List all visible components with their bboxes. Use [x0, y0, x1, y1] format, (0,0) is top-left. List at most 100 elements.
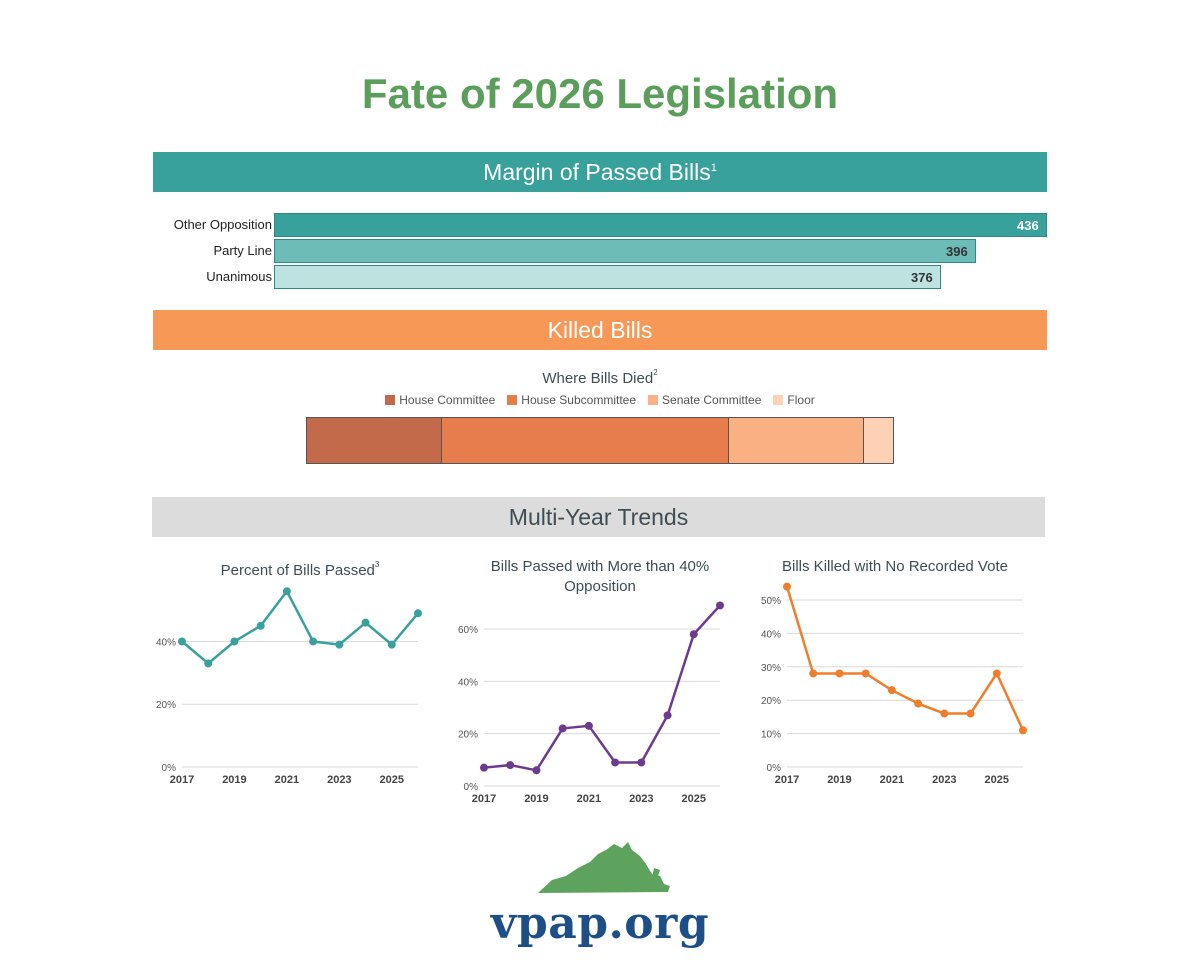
x-tick-label: 2017 [472, 793, 496, 805]
data-point [783, 582, 791, 591]
margin-bar [274, 265, 941, 289]
data-point [178, 637, 186, 646]
data-point [663, 711, 672, 720]
margin-bar [274, 213, 1047, 237]
data-point [611, 758, 620, 767]
y-tick-label: 20% [761, 696, 781, 707]
data-point [361, 618, 370, 627]
x-tick-label: 2023 [932, 774, 956, 786]
stacked-segment [728, 418, 864, 463]
x-tick-label: 2021 [275, 774, 299, 786]
y-tick-label: 40% [156, 637, 176, 648]
x-tick-label: 2025 [985, 774, 1009, 786]
data-point [887, 686, 896, 695]
pct-passed-chart: 0% 20% 40% 2017 2019 2021 2023 2025 [156, 587, 422, 786]
margin-bar [274, 239, 976, 263]
data-point [637, 758, 646, 767]
stacked-segment [863, 418, 893, 463]
data-point [992, 669, 1001, 678]
data-point [861, 669, 870, 678]
x-tick-label: 2023 [629, 793, 653, 805]
margin-bar-value: 436 [1017, 218, 1039, 233]
y-tick-label: 50% [761, 596, 781, 607]
where-died-title: Where Bills Died2 [0, 368, 1200, 387]
data-point [282, 587, 291, 596]
virginia-state-shape-icon [538, 842, 670, 893]
series-line [181, 590, 419, 665]
y-tick-label: 20% [156, 700, 176, 711]
x-tick-label: 2021 [880, 774, 904, 786]
y-tick-label: 0% [767, 763, 782, 774]
data-point [558, 724, 567, 733]
data-point [387, 640, 396, 649]
legend-swatch [385, 395, 396, 405]
trends-banner: Multi-Year Trends [152, 497, 1045, 537]
x-tick-label: 2019 [827, 774, 851, 786]
legend-label: Floor [787, 393, 815, 407]
x-tick-label: 2019 [524, 793, 548, 805]
x-tick-label: 2017 [170, 774, 194, 786]
no-vote-chart: 0% 10% 20% 30% 40% 50% 2017 2019 2021 2023 2025 [761, 582, 1027, 786]
where-died-legend: House Committee House Subcommittee Senate … [0, 393, 1200, 407]
data-point [480, 763, 488, 772]
margin-bar-label: Other Opposition [173, 217, 272, 232]
data-point [914, 699, 923, 708]
data-point [716, 601, 724, 610]
vpap-logo-text: vpap.org [490, 898, 710, 949]
y-tick-label: 20% [458, 730, 478, 741]
data-point [584, 721, 593, 730]
margin-bar-label: Party Line [213, 243, 272, 258]
where-died-stacked-bar [306, 417, 894, 464]
killed-banner-label: Killed Bills [547, 316, 653, 343]
data-point [506, 761, 515, 770]
x-tick-label: 2025 [380, 774, 404, 786]
pct-passed-title-text: Percent of Bills Passed [220, 562, 375, 579]
x-tick-label: 2017 [775, 774, 799, 786]
legend-item: House Committee [385, 393, 495, 407]
pct-passed-title: Percent of Bills Passed3 [180, 557, 420, 581]
data-point [940, 709, 949, 718]
stacked-segment [307, 418, 442, 463]
legend-label: Senate Committee [662, 393, 762, 407]
data-point [204, 659, 213, 668]
killed-banner: Killed Bills [153, 310, 1047, 350]
legend-item: House Subcommittee [507, 393, 636, 407]
stacked-segment [441, 418, 729, 463]
y-tick-label: 40% [761, 629, 781, 640]
x-tick-label: 2021 [577, 793, 601, 805]
legend-item: Senate Committee [648, 393, 761, 407]
data-point [809, 669, 818, 678]
data-point [835, 669, 844, 678]
legend-swatch [507, 395, 518, 405]
y-tick-label: 10% [761, 730, 781, 741]
data-point [335, 640, 344, 649]
data-point [1019, 726, 1027, 735]
pct-passed-footnote-marker: 3 [374, 560, 380, 569]
legend-label: House Subcommittee [521, 393, 637, 407]
margin-bar-label: Unanimous [206, 269, 272, 284]
trends-banner-label: Multi-Year Trends [508, 503, 689, 530]
data-point [414, 609, 422, 618]
x-tick-label: 2023 [327, 774, 351, 786]
x-tick-label: 2025 [682, 793, 706, 805]
opposition-title: Bills Passed with More than 40% Oppositi… [490, 558, 710, 595]
data-point [532, 766, 541, 775]
data-point [966, 709, 975, 718]
margin-footnote-marker: 1 [710, 162, 717, 174]
data-point [256, 621, 265, 630]
y-tick-label: 40% [458, 677, 478, 688]
margin-banner-label: Margin of Passed Bills [483, 158, 711, 185]
legend-swatch [773, 395, 784, 405]
no-vote-title: Bills Killed with No Recorded Vote [782, 558, 1008, 575]
y-tick-label: 60% [458, 625, 478, 636]
data-point [230, 637, 239, 646]
y-tick-label: 0% [464, 782, 479, 793]
page-title: Fate of 2026 Legislation [361, 70, 839, 117]
data-point [309, 637, 318, 646]
legend-label: House Committee [399, 393, 496, 407]
where-died-footnote-marker: 2 [653, 368, 658, 377]
margin-banner: Margin of Passed Bills 1 [153, 152, 1047, 192]
y-tick-label: 0% [162, 763, 177, 774]
where-died-title-text: Where Bills Died [542, 370, 654, 387]
x-tick-label: 2019 [222, 774, 246, 786]
